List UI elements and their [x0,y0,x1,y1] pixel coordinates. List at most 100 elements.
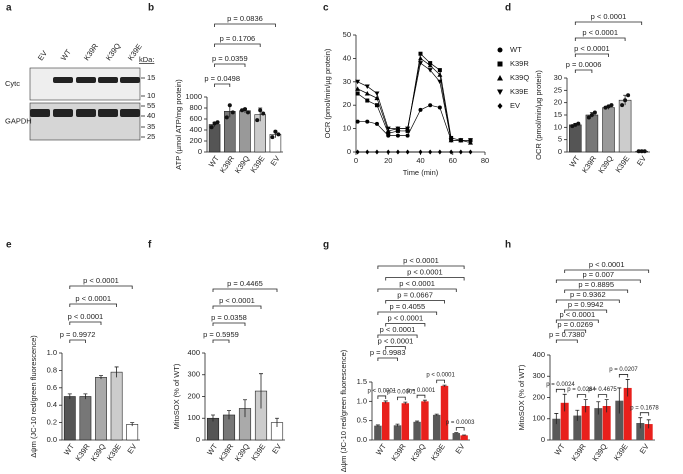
bar [421,401,429,440]
x-tick-label: 40 [416,156,424,165]
bracket [69,339,86,343]
bracket [214,43,261,47]
p-value: p < 0.0001 [426,373,455,379]
p-value: p = 0.0001 [407,388,436,394]
data-point [418,107,423,112]
data-point [573,122,578,127]
error-bar [554,413,559,425]
p-value: p = 0.4055 [389,302,425,311]
error-bar [114,366,119,378]
y-tick-label: 400 [187,348,200,357]
bar [594,408,603,440]
bracket [377,357,398,361]
blot-band [53,77,73,83]
bar [239,110,251,153]
blot-band [76,109,96,117]
series-line [357,104,471,141]
data-point [243,107,247,112]
data-point [364,84,370,89]
error-bar [434,413,439,416]
bracket [377,334,418,338]
bar [615,400,624,440]
bar [393,425,402,440]
x-tick-label: 80 [481,156,489,165]
p-value: p = 0.8895 [578,280,614,289]
data-point [609,103,614,108]
data-point [224,115,229,120]
error-bar [227,410,231,420]
bar [381,402,390,440]
bracket [455,427,465,431]
y-tick-label: 200 [532,392,545,401]
bracket [212,322,246,326]
bar [374,425,382,440]
x-tick-label: K39E [429,442,447,462]
data-point [427,68,433,73]
bracket [416,394,426,399]
p-value: p < 0.0001 [380,325,416,334]
data-point [603,105,608,110]
p-value: p = 0.1678 [630,405,659,411]
x-tick-label: K39Q [596,154,614,175]
x-tick-label: K39E [105,442,123,462]
error-bar [375,424,380,427]
data-point [405,133,410,138]
data-point [418,61,423,66]
error-bar [415,420,420,423]
data-point [606,104,611,109]
panel-letter: b [148,3,154,14]
p-value: p = 0.5959 [203,330,239,339]
p-value: p = 0.9942 [568,300,604,309]
error-bar [596,401,601,415]
bar [636,423,645,440]
panel-letter: g [323,240,329,251]
y-tick-label: 10 [554,122,562,131]
bracket [385,300,445,304]
y-tick-label: 1.0 [47,348,57,357]
error-bar [638,417,643,429]
bracket [212,288,278,292]
y-tick-label: 20 [343,100,351,109]
p-value: p < 0.0001 [591,12,627,21]
bracket [436,379,445,384]
y-tick-label: 0.5 [357,416,367,425]
y-tick-label: 400 [189,125,202,134]
y-tick-label: 5 [558,135,562,144]
bracket [555,299,620,303]
bar [452,433,461,440]
lane-label: K39Q [104,41,122,62]
data-point [386,149,391,155]
data-point [374,121,379,126]
y-tick-label: 0 [558,147,562,156]
data-point [576,121,581,126]
p-value: p = 0.9972 [60,330,96,339]
y-tick-label: 1.0 [357,396,367,405]
data-point [374,149,379,155]
p-value: p = 0.4465 [227,279,263,288]
bracket [639,412,650,416]
y-tick-label: 600 [189,114,202,123]
data-point [437,72,443,77]
error-bar [617,387,622,414]
bar [569,124,582,153]
data-point [215,120,220,125]
data-point [395,126,401,132]
bracket [555,279,641,283]
data-point [395,133,400,138]
data-point [418,55,423,61]
blot-band [76,77,96,83]
data-point [589,113,594,117]
data-point [374,103,379,108]
data-point [586,115,591,120]
data-point [448,138,454,143]
bracket [377,288,457,292]
legend-label: K39R [510,59,529,68]
blot-band [120,77,140,83]
p-value: p < 0.0001 [582,28,618,37]
bracket [564,269,650,273]
p-value: p = 0.007 [583,270,615,279]
p-value: p = 0.0003 [446,420,475,426]
bar [63,396,76,441]
x-tick-label: K39Q [233,154,251,175]
data-point [395,149,400,155]
